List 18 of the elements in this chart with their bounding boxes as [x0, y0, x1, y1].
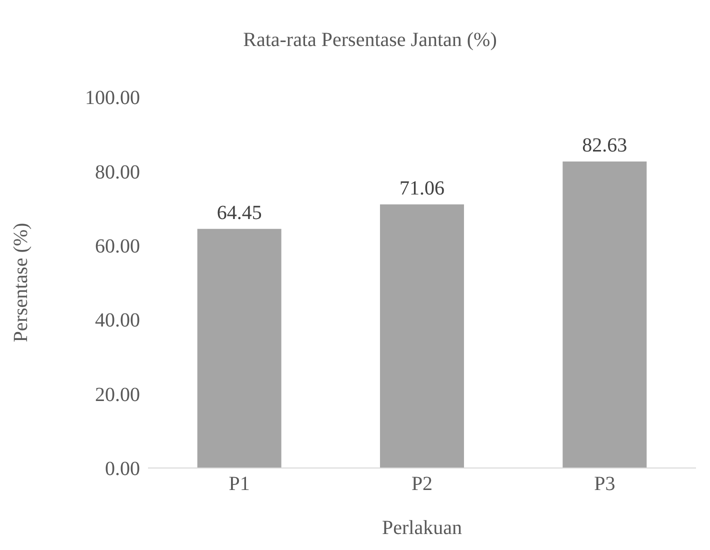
y-axis-title: Persentase (%) — [10, 222, 32, 342]
y-tick-label: 100.00 — [85, 87, 140, 110]
y-tick-label: 80.00 — [95, 161, 140, 184]
y-tick-label: 60.00 — [95, 236, 140, 258]
x-tick-label: P2 — [411, 473, 433, 496]
y-tick-label: 0.00 — [105, 458, 140, 480]
x-axis-title: Perlakuan — [382, 517, 462, 539]
data-label: 82.63 — [582, 134, 628, 156]
bar — [197, 228, 282, 468]
data-label: 71.06 — [399, 177, 444, 200]
bar — [380, 204, 464, 468]
y-tick-label: 40.00 — [95, 310, 140, 332]
y-tick-label: 20.00 — [95, 384, 140, 406]
data-label: 64.45 — [216, 202, 262, 224]
x-tick-label: P1 — [228, 473, 250, 496]
chart-title: Rata-rata Persentase Jantan (%) — [242, 28, 498, 53]
bar — [562, 161, 647, 468]
x-tick-label: P3 — [594, 473, 616, 496]
